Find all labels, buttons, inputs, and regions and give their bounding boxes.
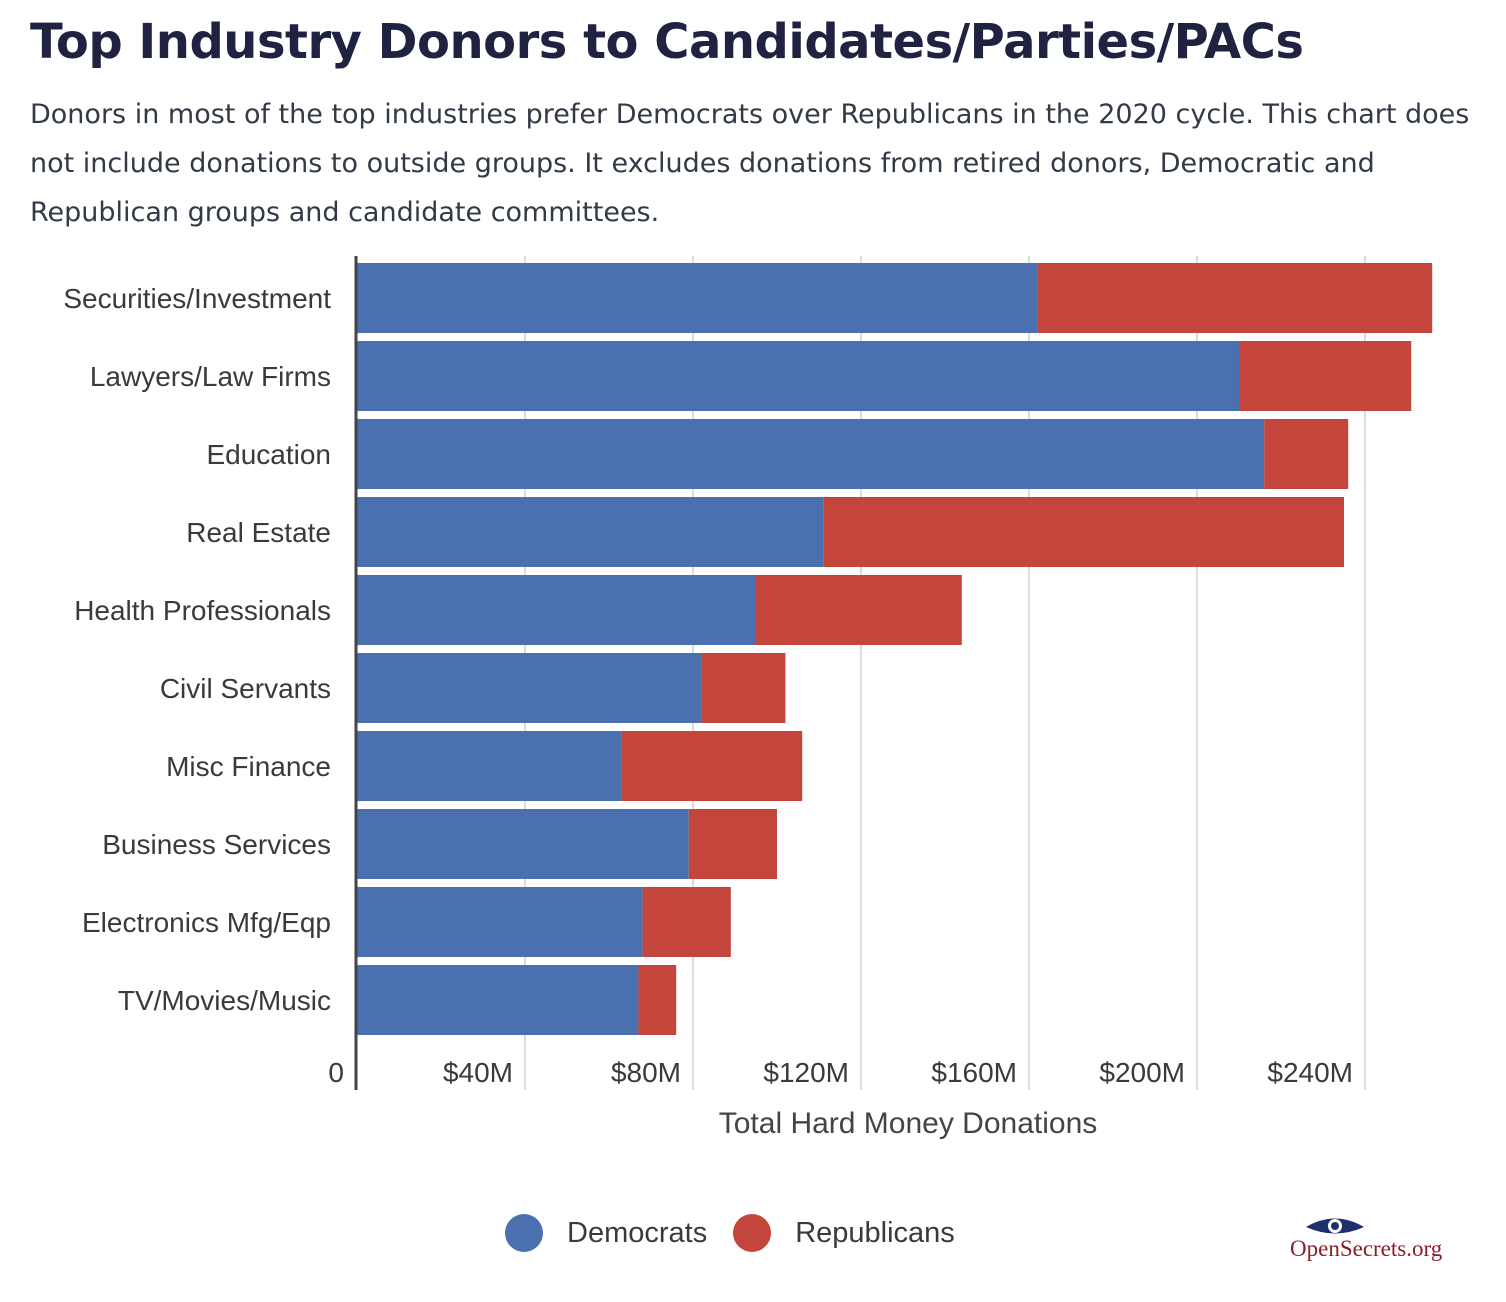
bar-democrats <box>357 731 622 801</box>
x-axis-title: Total Hard Money Donations <box>719 1107 1098 1140</box>
bar-republicans <box>688 809 777 879</box>
category-label: Real Estate <box>186 517 331 548</box>
category-label: Civil Servants <box>160 673 331 704</box>
chart-subtitle: Donors in most of the top industries pre… <box>30 99 1470 228</box>
bar-democrats <box>357 887 643 957</box>
category-label: Electronics Mfg/Eqp <box>82 907 331 938</box>
logo-text: OpenSecrets.org <box>1290 1236 1443 1261</box>
x-tick-label: $160M <box>931 1057 1017 1088</box>
legend-label-democrats: Democrats <box>567 1216 708 1249</box>
bar-republicans <box>1239 341 1412 411</box>
category-label: Misc Finance <box>166 751 331 782</box>
bar-republicans <box>1264 419 1349 489</box>
x-tick-label: $240M <box>1267 1057 1353 1088</box>
x-tick-label: $200M <box>1099 1057 1185 1088</box>
opensecrets-logo: OpenSecrets.org <box>1290 1214 1460 1270</box>
bar-republicans <box>642 887 731 957</box>
category-label: Health Professionals <box>74 595 331 626</box>
bar-republicans <box>823 497 1344 567</box>
legend-label-republicans: Republicans <box>795 1216 955 1249</box>
bar-republicans <box>756 575 962 645</box>
category-label: Business Services <box>102 829 331 860</box>
x-tick-label: 0 <box>328 1057 344 1088</box>
category-label: Securities/Investment <box>63 283 331 314</box>
bar-democrats <box>357 341 1239 411</box>
bar-democrats <box>357 653 702 723</box>
bar-republicans <box>621 731 803 801</box>
bar-democrats <box>357 263 1038 333</box>
legend-dot-democrats <box>505 1214 543 1252</box>
category-label: Education <box>206 439 331 470</box>
bar-democrats <box>357 809 689 879</box>
legend-dot-republicans <box>733 1214 772 1252</box>
x-tick-label: $120M <box>763 1057 849 1088</box>
bar-democrats <box>357 497 824 567</box>
bar-republicans <box>638 965 677 1035</box>
bar-democrats <box>357 419 1265 489</box>
legend: Democrats Republicans <box>505 1212 981 1254</box>
bar-democrats <box>357 965 639 1035</box>
chart-title: Top Industry Donors to Candidates/Partie… <box>30 14 1304 70</box>
bar-republicans <box>701 653 786 723</box>
category-label: TV/Movies/Music <box>118 985 331 1016</box>
bar-democrats <box>357 575 756 645</box>
x-tick-label: $40M <box>443 1057 513 1088</box>
bar-republicans <box>1037 263 1433 333</box>
x-tick-label: $80M <box>611 1057 681 1088</box>
eye-icon <box>1306 1218 1364 1234</box>
category-label: Lawyers/Law Firms <box>90 361 331 392</box>
